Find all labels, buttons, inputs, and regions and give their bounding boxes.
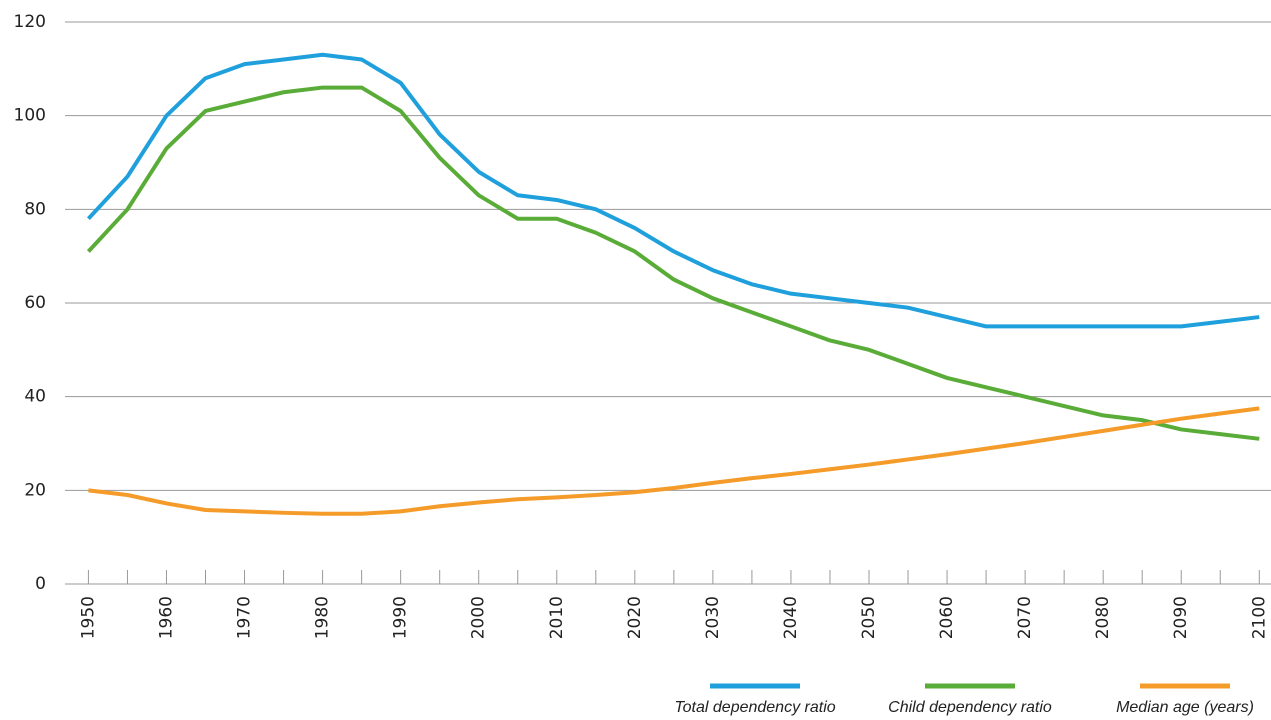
y-tick-label: 20	[24, 480, 46, 500]
x-tick-label: 1960	[156, 596, 176, 639]
series-line	[86, 85, 1260, 441]
y-tick-label: 40	[24, 387, 46, 407]
series-line	[88, 406, 1260, 516]
x-tick-label: 2030	[703, 596, 723, 639]
y-tick-label: 60	[24, 293, 46, 313]
x-tick-label: 2070	[1015, 596, 1035, 639]
x-tick-label: 1980	[313, 596, 333, 639]
x-tick-label: 2080	[1093, 596, 1113, 639]
x-tick-label: 1990	[391, 596, 411, 639]
x-tick-label: 2100	[1249, 596, 1269, 639]
x-tick-label: 1970	[235, 596, 255, 639]
y-tick-label: 100	[14, 106, 46, 126]
legend-label: Total dependency ratio	[674, 699, 835, 716]
y-tick-label: 120	[14, 12, 46, 32]
y-tick-label: 80	[24, 199, 46, 219]
legend-label: Child dependency ratio	[888, 699, 1052, 716]
x-tick-label: 2000	[469, 596, 489, 639]
series-line	[86, 52, 1260, 329]
x-tick-label: 2060	[937, 596, 957, 639]
x-tick-label: 2020	[625, 596, 645, 639]
x-tick-label: 1950	[78, 596, 98, 639]
x-tick-label: 2040	[781, 596, 801, 639]
legend-label: Median age (years)	[1116, 699, 1254, 716]
y-tick-label: 0	[35, 574, 46, 594]
x-tick-label: 2010	[547, 596, 567, 639]
x-tick-label: 2090	[1171, 596, 1191, 639]
x-tick-label: 2050	[859, 596, 879, 639]
